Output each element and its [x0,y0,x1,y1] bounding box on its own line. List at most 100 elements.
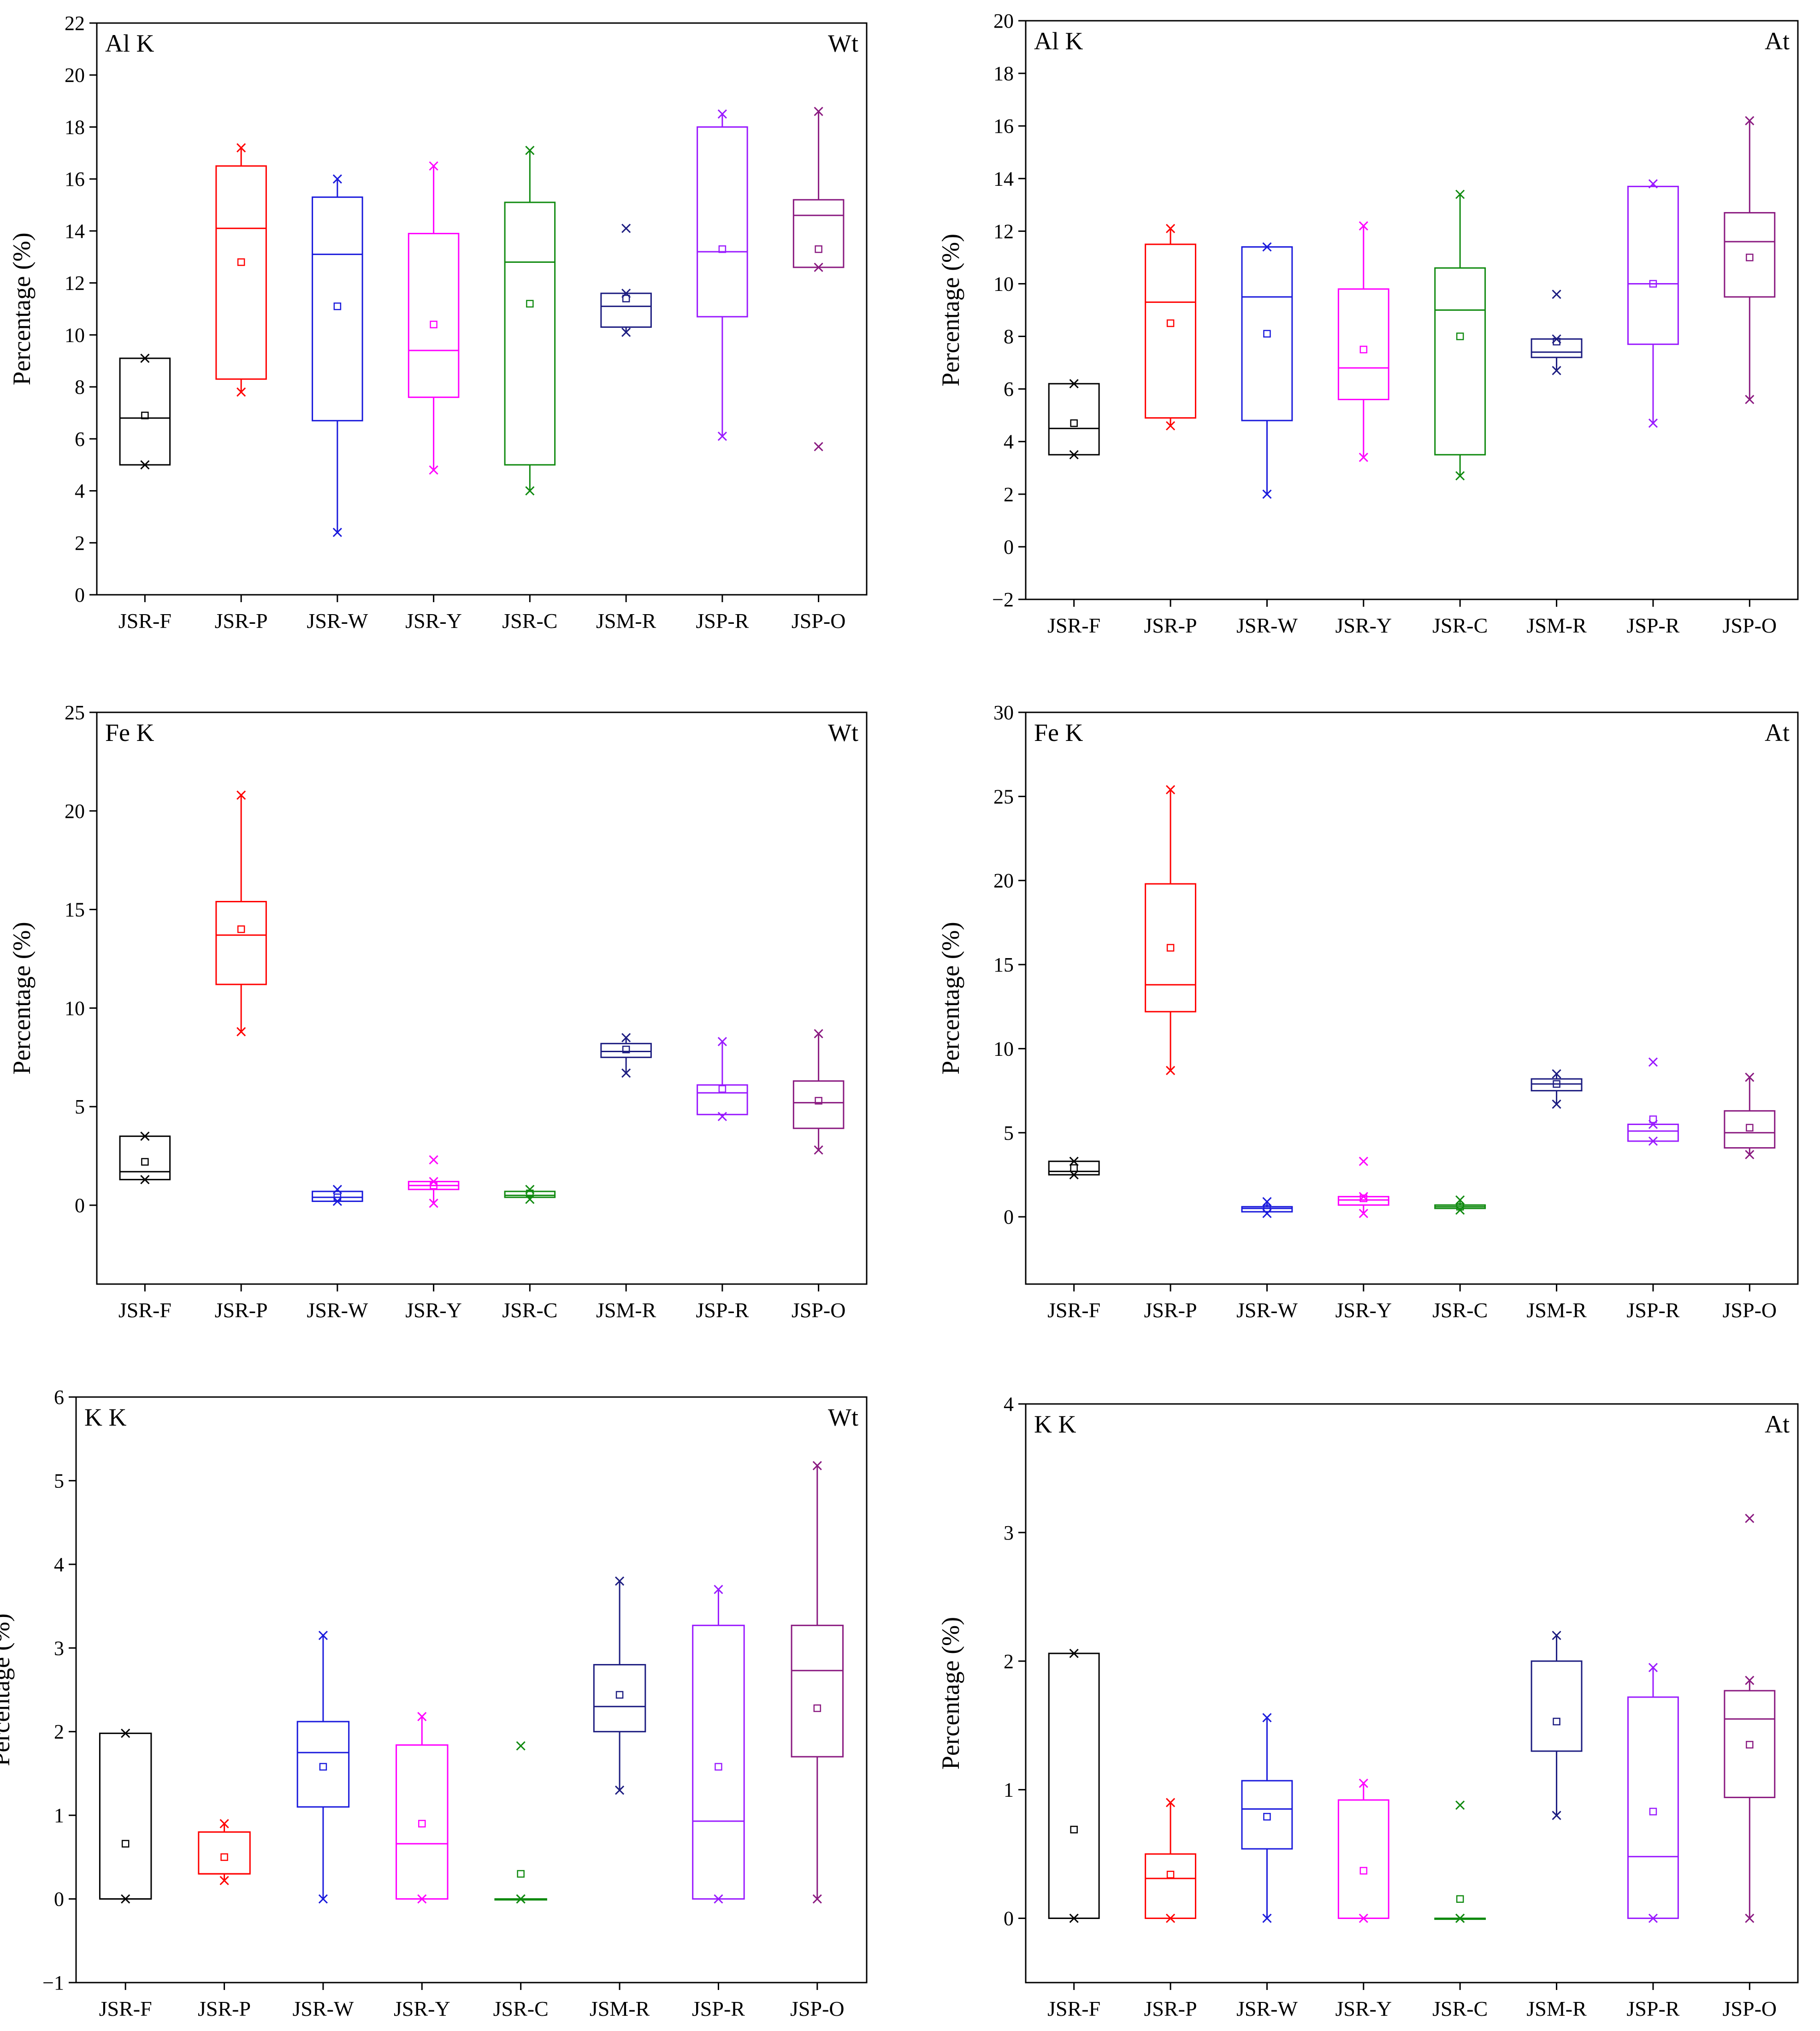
x-tick-label: JSR-W [1236,1997,1298,2020]
max-marker [1166,224,1176,233]
y-tick-label: 16 [993,115,1014,137]
mean-marker [1166,944,1175,952]
x-tick-label: JSP-R [1626,614,1679,637]
min-marker [429,1198,438,1208]
y-tick-label: −2 [992,588,1014,611]
box-JSR-Y [408,161,460,475]
min-marker [1552,366,1561,375]
y-axis-title: Percentage (%) [8,922,35,1074]
x-tick-label: JSR-P [1144,1298,1197,1322]
mean-marker [141,1158,149,1166]
max-marker [121,1729,130,1738]
y-tick-label: 10 [993,1037,1014,1060]
box-iqr [593,1664,646,1733]
max-marker [1262,1713,1272,1723]
min-marker [1359,452,1368,462]
y-tick-label: 30 [993,701,1014,724]
box-JSR-P [1145,1798,1196,1923]
box-JSP-O [1724,116,1776,404]
box-iqr [1627,185,1679,345]
max-marker [525,1184,535,1194]
mean-marker [813,1704,821,1712]
element-label: Al K [105,30,154,57]
y-tick-label: 20 [993,870,1014,892]
mean-marker [1649,1807,1657,1816]
max-marker [1648,1119,1658,1129]
min-marker [1262,1913,1272,1923]
x-tick-label: JSP-O [792,1298,846,1322]
mean-marker [1070,419,1078,427]
max-marker [621,289,631,298]
outlier-marker [1648,1057,1658,1067]
mean-marker [718,1085,727,1093]
max-marker [1648,1663,1658,1672]
y-tick-label: 8 [75,376,85,398]
mean-marker [1166,1871,1175,1878]
box-iqr [408,233,460,398]
outlier-marker [814,442,823,451]
min-marker [1745,1150,1755,1160]
box-JSR-F [1048,1648,1100,1923]
max-marker [236,790,246,800]
box-iqr [215,165,267,380]
min-marker [1069,1913,1079,1923]
box-JSR-C [1434,189,1486,480]
y-tick-label: 2 [1004,483,1014,506]
x-tick-label: JSP-R [696,609,749,633]
box-iqr [1048,383,1100,456]
box-JSM-R [593,1576,646,1795]
min-marker [1455,1913,1465,1923]
mean-marker [1746,254,1754,261]
box-iqr [600,1042,652,1058]
min-marker [516,1894,526,1904]
outlier-marker [621,224,631,233]
x-tick-label: JSR-W [307,609,368,633]
box-iqr [1530,338,1583,358]
mean-marker [220,1853,228,1861]
y-axis-title: Percentage (%) [937,234,964,386]
plot-frame [1025,1403,1799,1984]
y-tick-label: 5 [54,1469,64,1492]
mean-marker [1456,1895,1464,1903]
box-JSR-Y [1337,1156,1389,1218]
y-tick-label: 0 [1004,1206,1014,1228]
min-marker [525,486,535,496]
min-marker [1262,489,1272,499]
min-marker [717,1112,727,1121]
min-marker [1552,1099,1561,1109]
x-tick-label: JSR-P [1144,614,1197,637]
y-tick-label: 2 [75,532,85,554]
box-JSR-C [504,146,556,496]
y-tick-label: 6 [75,428,85,450]
y-tick-label: 10 [65,324,85,346]
plot-frame [75,1396,868,1984]
x-tick-label: JSR-C [493,1997,549,2020]
x-tick-label: JSR-P [215,1298,268,1322]
mean-marker [418,1820,426,1828]
max-marker [1745,116,1755,125]
chart-panel-3: 0 5 10 15 20 25 JSR-F JSR-P JSR-W JSR-Y JSR-C JSM-R… [8,701,868,1322]
x-tick-label: JSM-R [1526,1997,1587,2020]
box-JSP-R [1627,179,1679,428]
y-tick-label: 0 [75,1194,85,1217]
box-JSM-R [1530,1069,1583,1109]
outlier-marker [516,1741,526,1751]
max-marker [1455,189,1465,199]
max-marker [1069,1648,1079,1658]
min-marker [236,1027,246,1036]
mean-marker [815,1097,822,1105]
mean-marker [517,1870,525,1878]
mean-marker [1359,1194,1368,1202]
min-marker [219,1876,229,1885]
element-label: Al K [1034,27,1083,55]
mean-marker [237,258,245,266]
y-tick-label: 15 [993,953,1014,976]
basis-label: At [1765,719,1790,746]
y-tick-label: 4 [75,480,85,503]
mean-marker [333,302,342,310]
min-marker [332,527,342,537]
max-marker [621,1033,631,1042]
min-marker [1648,1136,1658,1146]
box-iqr [1145,1853,1196,1919]
